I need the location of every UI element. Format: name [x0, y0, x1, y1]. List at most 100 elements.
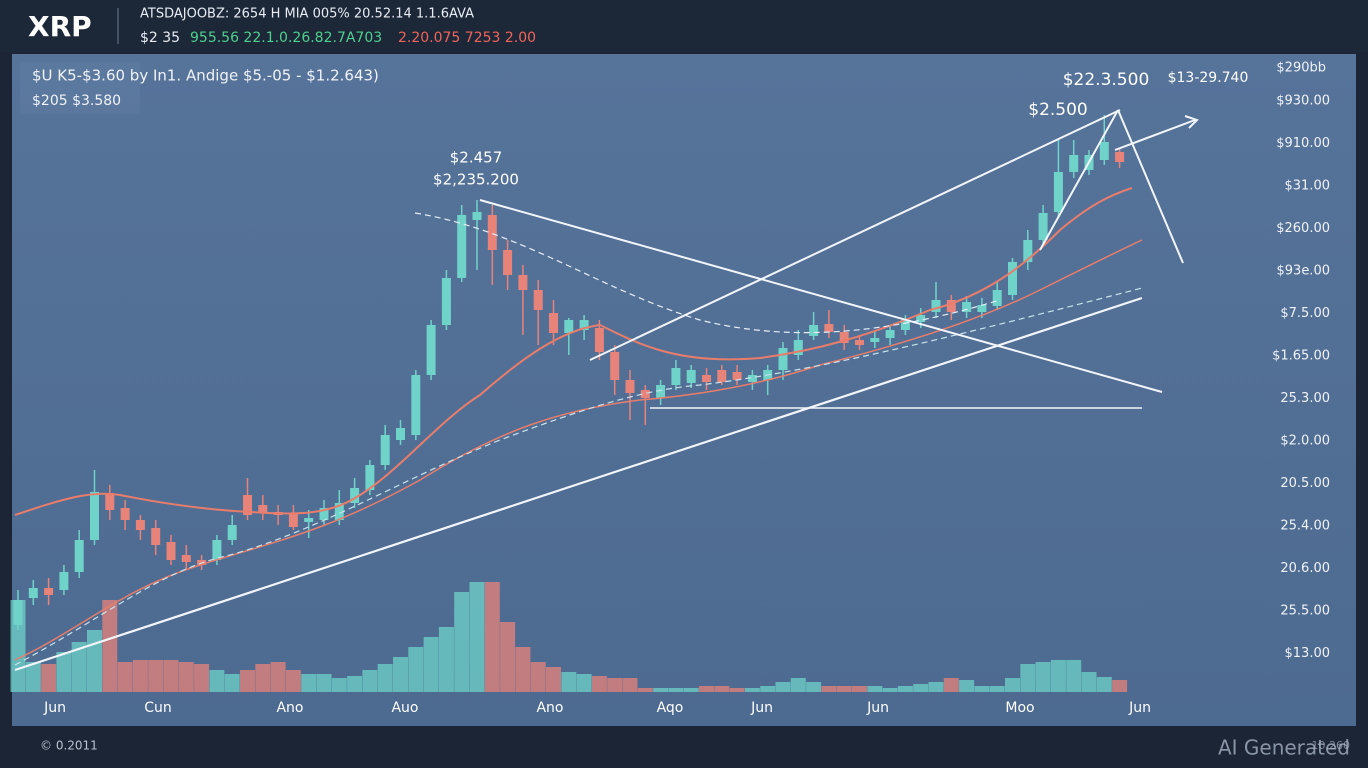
volume-bar — [1096, 677, 1112, 692]
candle-body — [717, 370, 727, 382]
volume-bar — [943, 678, 959, 692]
y-label: $7.5.00 — [1280, 306, 1330, 321]
arrow — [1039, 109, 1119, 251]
volume-bar — [1050, 660, 1066, 692]
arrow-head — [1184, 115, 1199, 129]
volume-bar — [347, 676, 363, 692]
annotation: $2.457 — [450, 149, 503, 167]
volume-bar — [806, 682, 822, 692]
candle-body — [962, 302, 972, 312]
volume-bar — [530, 662, 546, 692]
volume-bar — [1035, 662, 1051, 692]
candle-body — [365, 465, 375, 490]
candle-body — [579, 320, 589, 330]
volume-bar — [515, 647, 531, 692]
volume-bar — [408, 647, 424, 692]
candle-body — [625, 380, 635, 393]
volume-bar — [790, 678, 806, 692]
candle-body — [594, 328, 604, 352]
info-line: $205 $3.580 — [32, 93, 121, 109]
volume-bar — [622, 678, 638, 692]
x-label: Ano — [536, 700, 563, 716]
volume-bar — [1112, 680, 1128, 692]
candle-body — [350, 488, 360, 503]
volume-bar — [637, 688, 653, 692]
candle-body — [640, 390, 650, 398]
candle-body — [916, 315, 926, 322]
candle-body — [1099, 142, 1109, 160]
candle-body — [426, 325, 436, 375]
volume-bar — [270, 662, 286, 692]
volume-bar — [469, 582, 485, 692]
candle-body — [518, 275, 528, 290]
volume-bar — [393, 657, 408, 692]
candle-body — [411, 375, 421, 435]
volume-bar — [285, 670, 301, 692]
y-label: $2.0.00 — [1280, 434, 1330, 449]
volume-bar — [867, 686, 883, 692]
y-label: 25.5.00 — [1280, 604, 1330, 619]
y-label: $1.65.00 — [1272, 349, 1330, 364]
info-box — [20, 62, 140, 114]
footer-left: © 0.2011 — [40, 739, 98, 753]
y-label: 20.5.00 — [1280, 476, 1330, 491]
arrow — [1117, 109, 1184, 264]
volume-bar — [255, 664, 271, 692]
volume-bar — [331, 678, 347, 692]
y-label: $31.00 — [1285, 179, 1331, 194]
annotation: $22.3.500 — [1063, 70, 1150, 90]
volume-bar — [1005, 678, 1020, 692]
candle-body — [931, 300, 941, 312]
volume-bar — [591, 676, 607, 692]
candle-body — [28, 588, 38, 598]
volume-bar — [576, 674, 592, 692]
x-label: Cun — [144, 700, 172, 716]
candle-body — [396, 428, 405, 440]
x-label: Auo — [391, 700, 418, 716]
x-label: Jun — [866, 700, 889, 716]
candle-body — [549, 313, 558, 333]
candle-body — [747, 375, 757, 382]
candle-body — [441, 278, 451, 325]
volume-bar — [41, 664, 57, 692]
volume-bar — [852, 686, 867, 692]
volume-bar — [301, 674, 317, 692]
symbol: XRP — [28, 10, 92, 43]
candle-body — [135, 520, 145, 530]
price-white: $2 35 — [140, 30, 180, 46]
volume-bar — [194, 664, 210, 692]
trend-line — [414, 212, 1001, 334]
volume-bar — [362, 670, 378, 692]
volume-bar — [1066, 660, 1082, 692]
volume-bar — [989, 686, 1005, 692]
y-label: $930.00 — [1276, 94, 1330, 109]
candle-body — [105, 493, 115, 510]
candle-body — [778, 348, 788, 370]
annotation: $13-29.740 — [1168, 70, 1249, 86]
candle-body — [166, 542, 176, 560]
volume-bar — [316, 674, 332, 692]
x-label: Jun — [1128, 700, 1151, 716]
candle-body — [885, 330, 895, 338]
candle-body — [258, 505, 268, 512]
trend-line — [14, 296, 1143, 672]
candle-body — [120, 508, 130, 520]
candle-body — [870, 338, 880, 342]
candle-body — [656, 385, 666, 398]
candle-body — [793, 340, 803, 355]
volume-bar — [744, 688, 760, 692]
x-label: Jun — [43, 700, 66, 716]
candle-body — [1023, 240, 1033, 262]
volume-bar — [148, 660, 164, 692]
candle-body — [90, 492, 99, 540]
candle-body — [181, 555, 191, 562]
candle-body — [74, 540, 84, 572]
candle-body — [457, 215, 467, 278]
overlays — [14, 109, 1199, 672]
candle-body — [288, 513, 298, 527]
x-label: Aqo — [657, 700, 684, 716]
volume-bar — [132, 660, 148, 692]
volume-bar — [500, 622, 516, 692]
